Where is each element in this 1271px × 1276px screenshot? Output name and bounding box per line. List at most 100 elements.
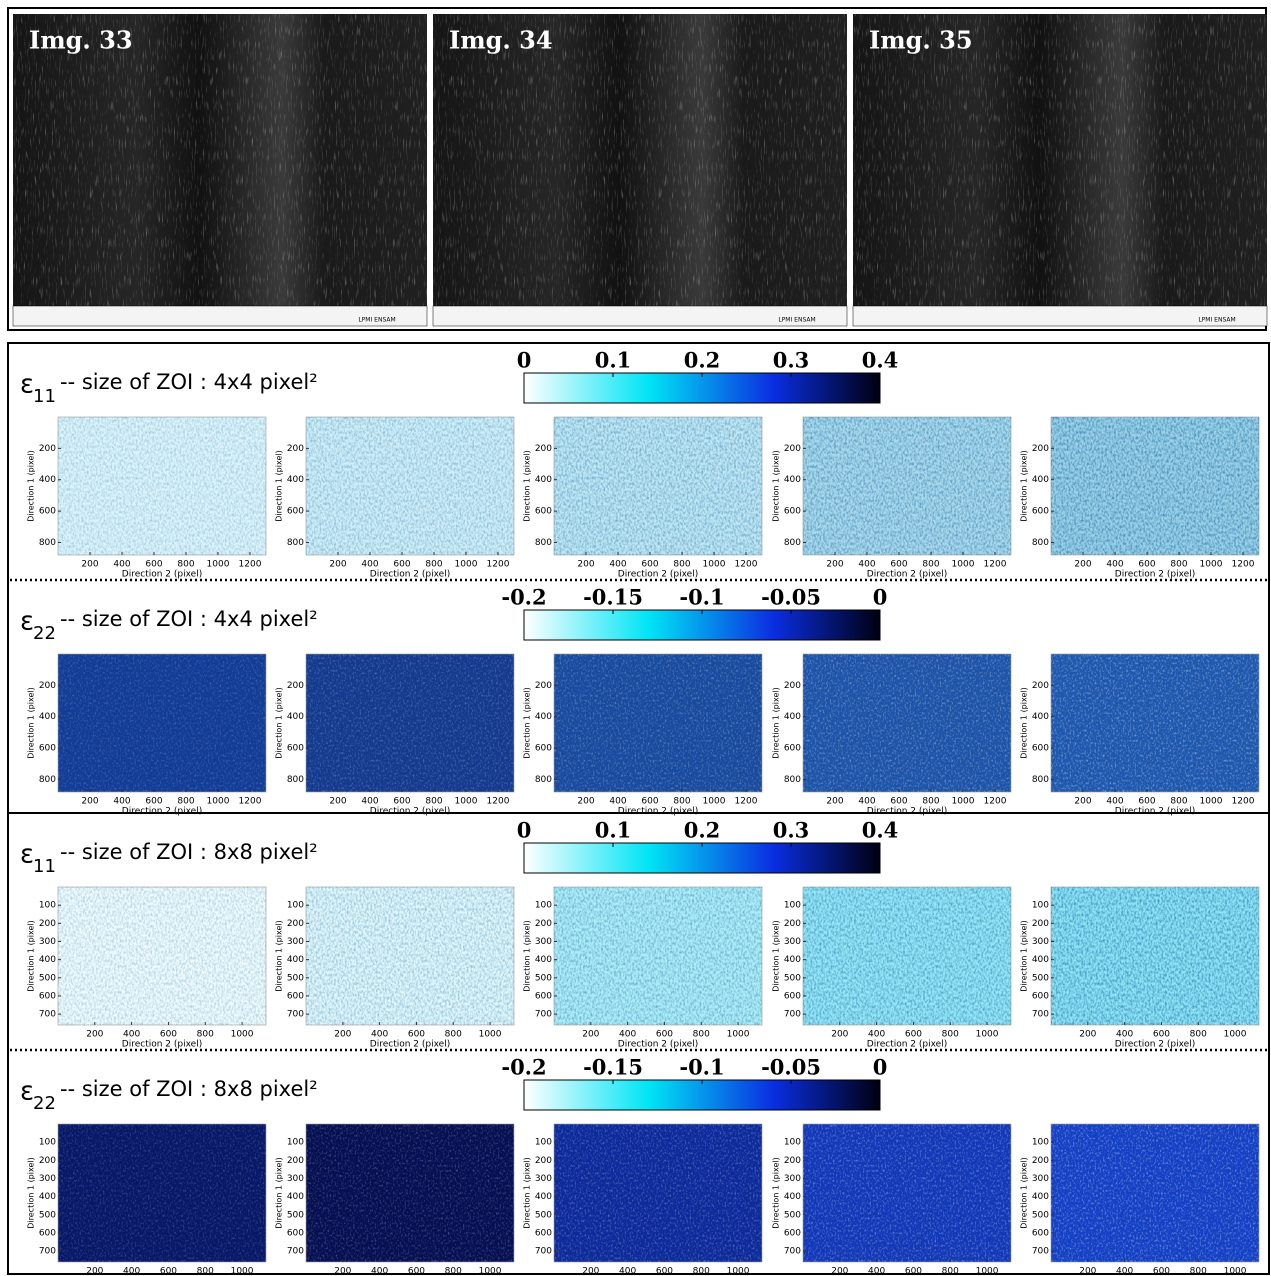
y-tick-label: 500 bbox=[784, 973, 801, 983]
y-tick-label: 300 bbox=[287, 1174, 304, 1184]
colorbar bbox=[523, 372, 881, 404]
x-tick-label: 1200 bbox=[735, 560, 758, 570]
strain-texture bbox=[58, 654, 266, 792]
x-tick-label: 200 bbox=[577, 560, 594, 570]
y-tick-label: 100 bbox=[535, 1138, 552, 1148]
strain-subscript: 22 bbox=[33, 1093, 56, 1114]
y-tick-label: 200 bbox=[784, 444, 801, 454]
x-tick-label: 800 bbox=[425, 797, 442, 807]
x-tick-label: 800 bbox=[693, 1267, 710, 1276]
x-tick-label: 1000 bbox=[207, 560, 230, 570]
x-tick-label: 800 bbox=[445, 1267, 462, 1276]
y-tick-label: 400 bbox=[784, 712, 801, 722]
y-tick-label: 700 bbox=[784, 1010, 801, 1020]
y-tick-label: 200 bbox=[287, 681, 304, 691]
sem-label: Img. 34 bbox=[449, 26, 553, 55]
strain-texture bbox=[554, 887, 762, 1025]
x-tick-label: 800 bbox=[1170, 560, 1187, 570]
sem-label: Img. 33 bbox=[29, 26, 133, 55]
x-axis-label: Direction 2 (pixel) bbox=[370, 570, 450, 580]
y-tick-label: 300 bbox=[784, 1174, 801, 1184]
x-axis-label: Direction 2 (pixel) bbox=[867, 807, 947, 817]
x-tick-label: 400 bbox=[858, 560, 875, 570]
y-axis-label: Direction 1 (pixel) bbox=[523, 920, 532, 992]
y-tick-label: 700 bbox=[784, 1247, 801, 1257]
x-tick-label: 800 bbox=[673, 797, 690, 807]
x-axis-label: Direction 2 (pixel) bbox=[618, 1040, 698, 1050]
strain-texture bbox=[306, 654, 514, 792]
colorbar-tick-label: 0.1 bbox=[595, 818, 632, 843]
x-tick-label: 400 bbox=[619, 1267, 636, 1276]
x-tick-label: 200 bbox=[582, 1030, 599, 1040]
y-tick-label: 200 bbox=[535, 919, 552, 929]
y-tick-label: 600 bbox=[39, 991, 56, 1001]
x-tick-label: 400 bbox=[868, 1267, 885, 1276]
strain-texture bbox=[58, 887, 266, 1025]
x-tick-label: 400 bbox=[113, 797, 130, 807]
x-tick-label: 1200 bbox=[984, 560, 1007, 570]
y-tick-label: 400 bbox=[287, 475, 304, 485]
y-tick-label: 200 bbox=[1032, 444, 1049, 454]
y-tick-label: 600 bbox=[287, 991, 304, 1001]
y-tick-label: 100 bbox=[39, 1138, 56, 1148]
x-tick-label: 200 bbox=[582, 1267, 599, 1276]
strain-texture bbox=[1051, 654, 1259, 792]
x-tick-label: 400 bbox=[858, 797, 875, 807]
y-tick-label: 300 bbox=[1032, 937, 1049, 947]
y-tick-label: 200 bbox=[535, 681, 552, 691]
strain-texture bbox=[306, 417, 514, 555]
y-tick-label: 600 bbox=[784, 507, 801, 517]
y-tick-label: 200 bbox=[784, 919, 801, 929]
y-tick-label: 600 bbox=[39, 507, 56, 517]
x-tick-label: 800 bbox=[942, 1267, 959, 1276]
colorbar bbox=[523, 842, 881, 874]
y-tick-label: 800 bbox=[784, 775, 801, 785]
x-tick-label: 800 bbox=[922, 797, 939, 807]
x-tick-label: 600 bbox=[1153, 1267, 1170, 1276]
x-tick-label: 1200 bbox=[984, 797, 1007, 807]
y-axis-label: Direction 1 (pixel) bbox=[523, 687, 532, 759]
x-tick-label: 400 bbox=[1106, 560, 1123, 570]
x-tick-label: 200 bbox=[329, 560, 346, 570]
y-tick-label: 400 bbox=[39, 475, 56, 485]
x-tick-label: 200 bbox=[1074, 560, 1091, 570]
colorbar-tick-label: -0.05 bbox=[761, 1055, 821, 1080]
y-tick-label: 400 bbox=[784, 955, 801, 965]
x-tick-label: 400 bbox=[619, 1030, 636, 1040]
sem-texture bbox=[433, 14, 847, 306]
x-axis-label: Direction 2 (pixel) bbox=[618, 807, 698, 817]
y-tick-label: 300 bbox=[1032, 1174, 1049, 1184]
y-axis-label: Direction 1 (pixel) bbox=[275, 920, 284, 992]
y-axis-label: Direction 1 (pixel) bbox=[1020, 450, 1029, 522]
x-tick-label: 400 bbox=[113, 560, 130, 570]
x-tick-label: 800 bbox=[1190, 1030, 1207, 1040]
y-tick-label: 600 bbox=[287, 744, 304, 754]
x-tick-label: 1000 bbox=[207, 797, 230, 807]
y-tick-label: 200 bbox=[784, 1156, 801, 1166]
y-axis-label: Direction 1 (pixel) bbox=[1020, 687, 1029, 759]
x-axis-label: Direction 2 (pixel) bbox=[370, 1040, 450, 1050]
x-tick-label: 1000 bbox=[1200, 797, 1223, 807]
x-tick-label: 1200 bbox=[487, 560, 510, 570]
x-tick-label: 200 bbox=[81, 797, 98, 807]
y-tick-label: 600 bbox=[287, 1228, 304, 1238]
y-tick-label: 600 bbox=[784, 744, 801, 754]
x-tick-label: 800 bbox=[445, 1030, 462, 1040]
x-tick-label: 400 bbox=[123, 1030, 140, 1040]
strain-texture bbox=[1051, 1124, 1259, 1262]
x-tick-label: 1000 bbox=[976, 1030, 999, 1040]
x-tick-label: 1000 bbox=[1224, 1267, 1247, 1276]
x-tick-label: 200 bbox=[1079, 1030, 1096, 1040]
x-tick-label: 200 bbox=[1074, 797, 1091, 807]
y-tick-label: 100 bbox=[784, 1138, 801, 1148]
x-tick-label: 800 bbox=[197, 1267, 214, 1276]
x-tick-label: 1200 bbox=[1232, 560, 1255, 570]
y-tick-label: 500 bbox=[784, 1210, 801, 1220]
y-tick-label: 400 bbox=[1032, 712, 1049, 722]
y-tick-label: 600 bbox=[535, 991, 552, 1001]
y-tick-label: 600 bbox=[39, 1228, 56, 1238]
x-tick-label: 600 bbox=[160, 1030, 177, 1040]
strain-texture bbox=[306, 887, 514, 1025]
x-tick-label: 1000 bbox=[455, 560, 478, 570]
x-tick-label: 1000 bbox=[231, 1267, 254, 1276]
